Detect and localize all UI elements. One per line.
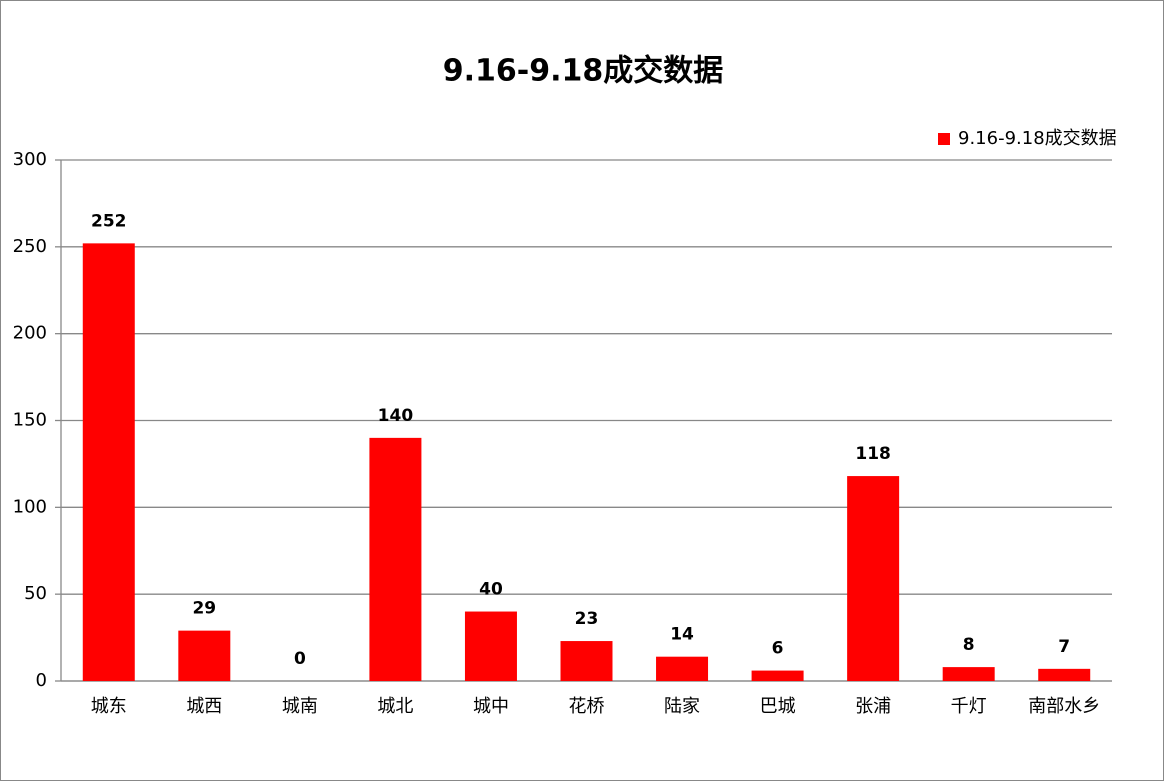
bar [1038,668,1091,681]
y-tick-label: 100 [13,496,47,517]
x-tick-label: 陆家 [664,696,700,717]
x-tick-label: 城东 [91,696,127,717]
x-tick-label: 南部水乡 [1028,696,1100,717]
x-tick-label: 花桥 [569,696,605,717]
bar [178,630,231,681]
bar [82,243,135,682]
data-label: 6 [772,639,784,659]
data-label: 14 [670,625,694,645]
x-tick-label: 城中 [473,696,509,717]
x-tick-label: 千灯 [951,696,987,717]
legend-label: 9.16-9.18成交数据 [958,128,1117,149]
data-label: 0 [294,649,306,669]
data-label: 118 [855,444,891,464]
x-tick-label: 巴城 [760,696,796,717]
bar [560,641,613,681]
x-tick-label: 城北 [377,696,413,717]
y-tick-label: 0 [36,670,47,691]
x-tick-label: 城西 [186,696,222,717]
data-label: 23 [575,609,599,629]
chart-title: 9.16-9.18成交数据 [443,54,724,89]
data-label: 7 [1058,637,1070,657]
data-label: 252 [91,211,127,231]
y-tick-label: 250 [13,236,47,257]
data-label: 140 [378,406,414,426]
bar [847,476,900,681]
bar [464,611,517,681]
x-tick-label: 城南 [282,696,318,717]
data-label: 29 [192,599,216,619]
y-tick-label: 150 [13,410,47,431]
bar [369,437,422,681]
y-tick-label: 200 [13,323,47,344]
bar [751,670,804,681]
legend-swatch [938,133,950,145]
data-label: 8 [963,635,975,655]
data-label: 40 [479,580,503,600]
y-tick-label: 50 [24,583,47,604]
bar [656,656,709,681]
x-tick-label: 张浦 [855,696,891,717]
y-tick-label: 300 [13,149,47,170]
bar [942,667,995,681]
